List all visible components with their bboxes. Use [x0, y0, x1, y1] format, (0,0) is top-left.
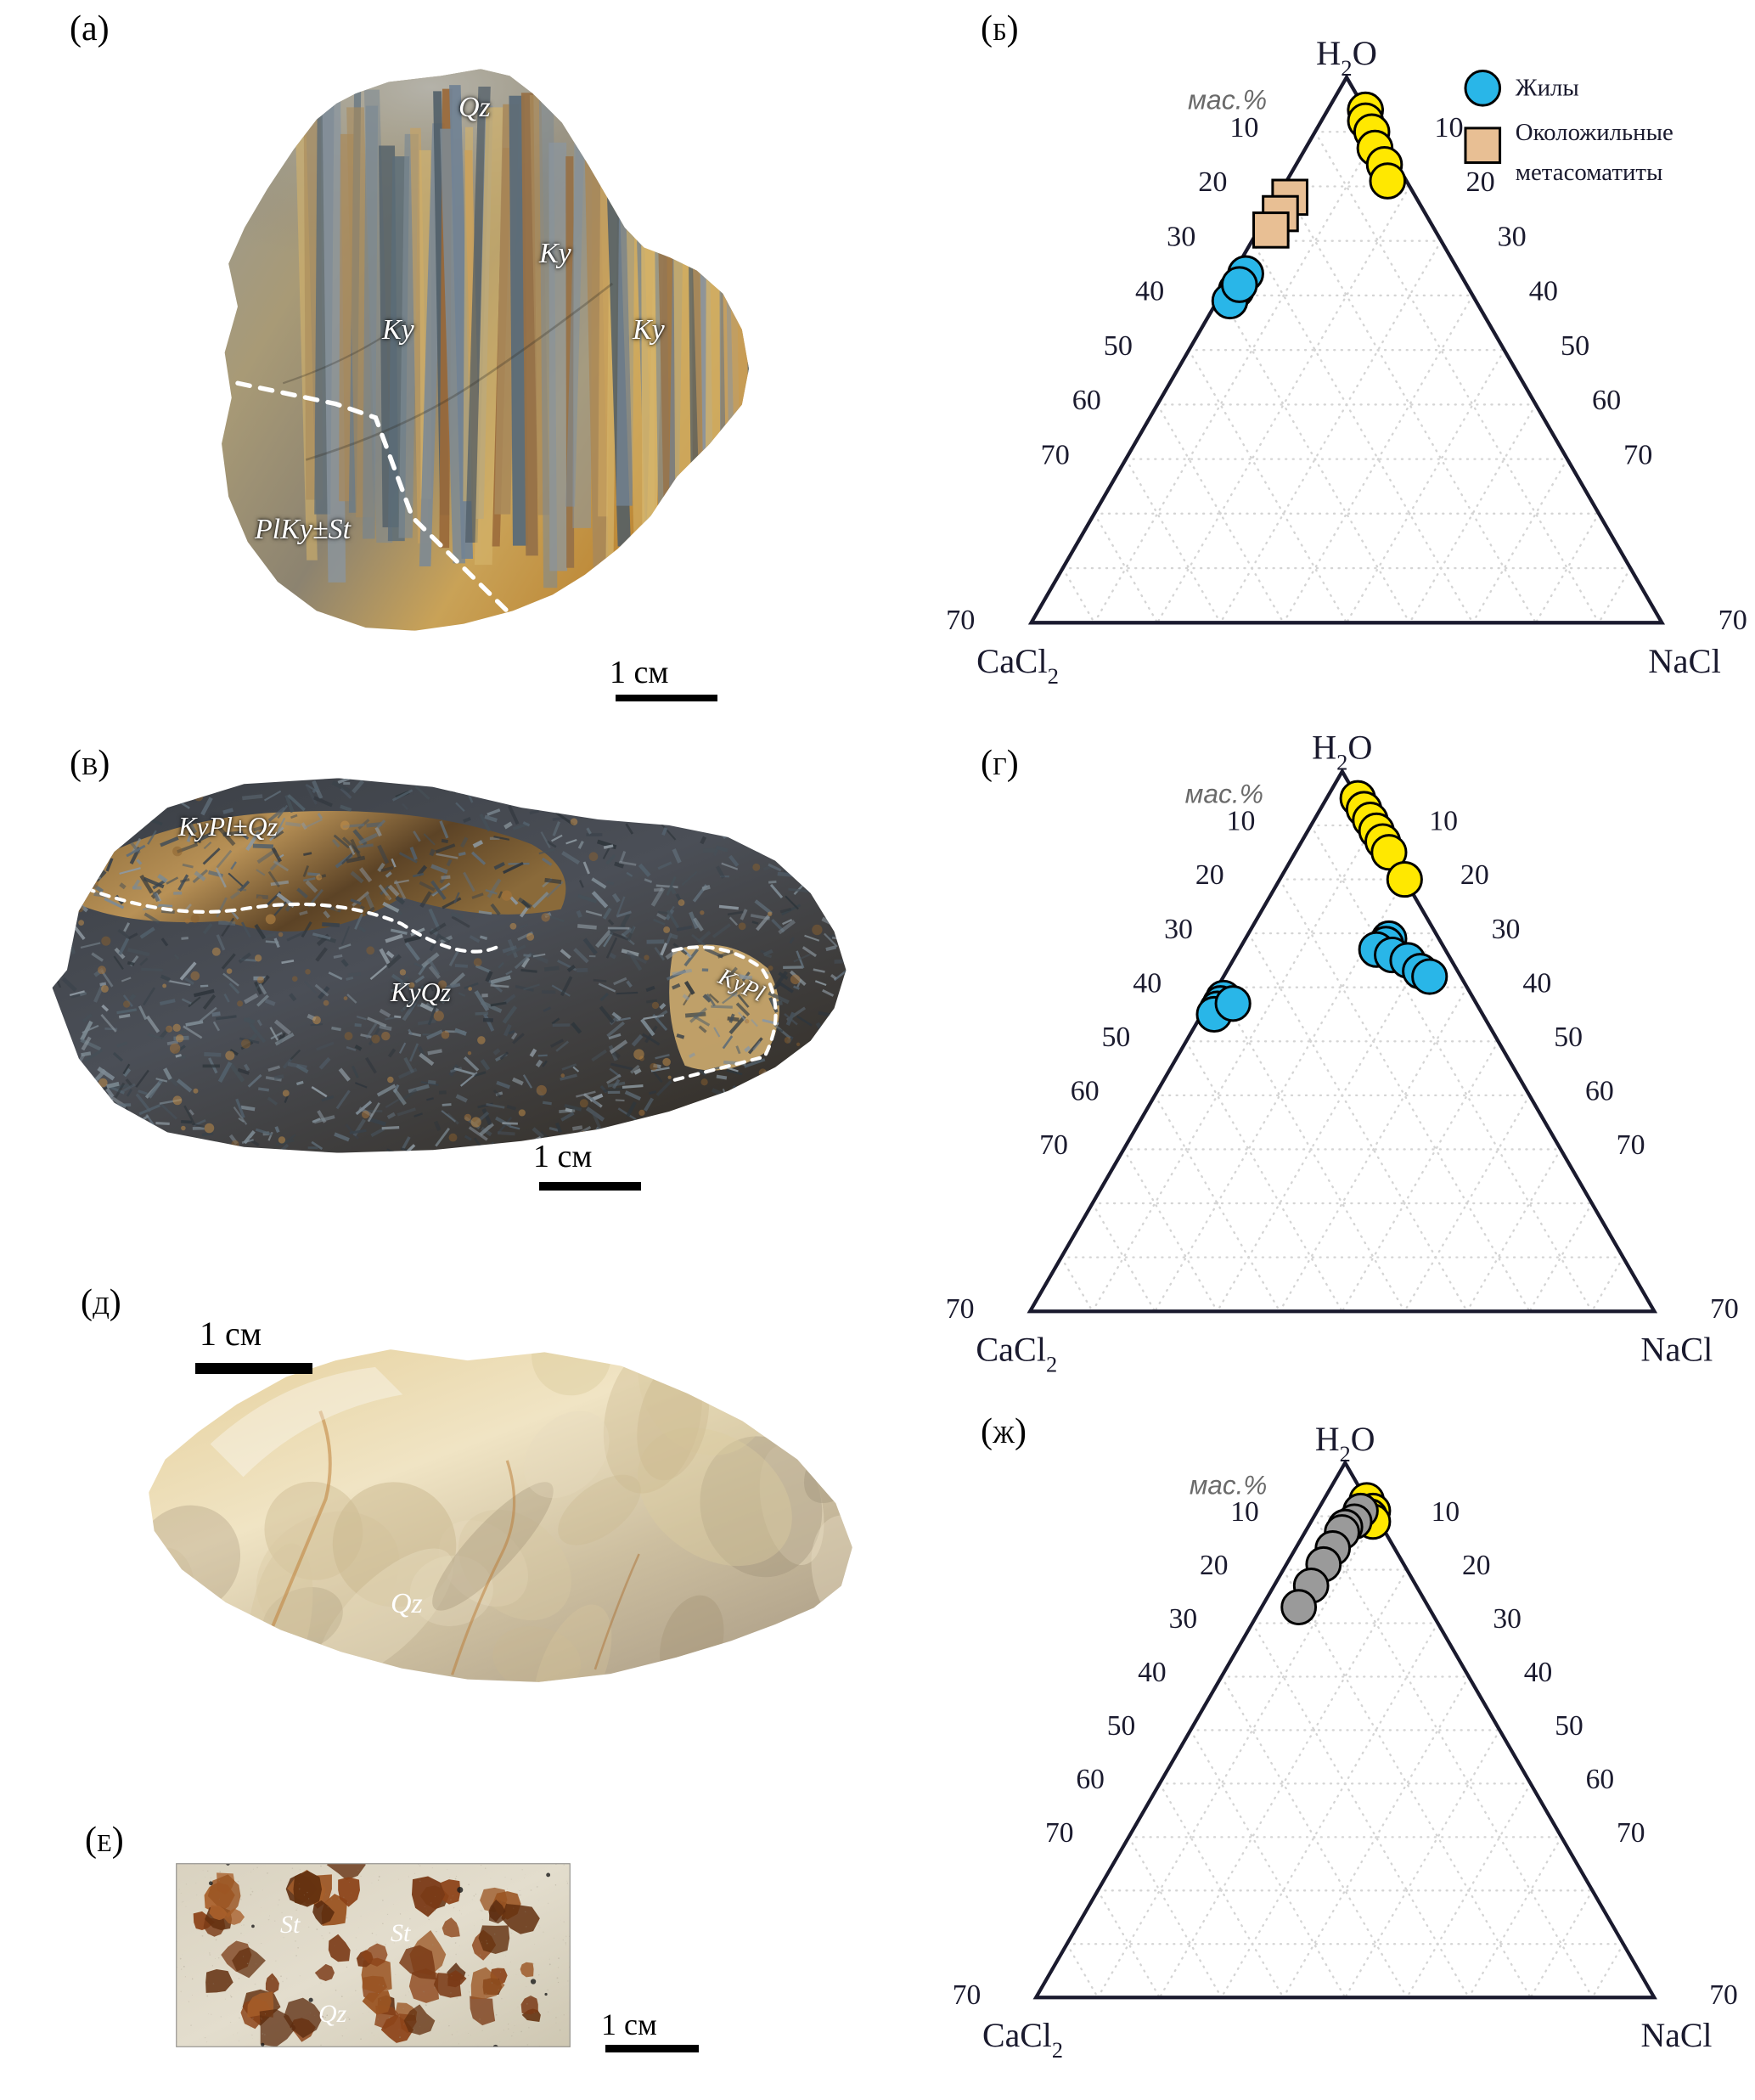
svg-text:10: 10 [1230, 1496, 1259, 1528]
svg-text:50: 50 [1104, 330, 1133, 362]
svg-text:10: 10 [1227, 806, 1256, 837]
svg-text:мас.%: мас.% [1188, 84, 1267, 115]
svg-text:40: 40 [1529, 276, 1558, 307]
svg-text:20: 20 [1198, 166, 1227, 198]
svg-text:70: 70 [1617, 1129, 1645, 1161]
svg-text:60: 60 [1585, 1076, 1614, 1107]
svg-text:20: 20 [1200, 1550, 1229, 1581]
svg-text:30: 30 [1169, 1603, 1198, 1635]
svg-text:10: 10 [1434, 112, 1463, 144]
svg-text:20: 20 [1460, 859, 1489, 891]
svg-text:метасоматиты: метасоматиты [1516, 159, 1663, 186]
svg-text:20: 20 [1466, 166, 1495, 198]
svg-text:50: 50 [1561, 330, 1589, 362]
svg-text:40: 40 [1135, 276, 1164, 307]
svg-text:NaCl: NaCl [1648, 642, 1721, 680]
svg-text:60: 60 [1072, 385, 1101, 416]
svg-text:Жилы: Жилы [1516, 75, 1579, 102]
svg-text:60: 60 [1592, 385, 1621, 416]
svg-text:10: 10 [1429, 806, 1458, 837]
svg-text:мас.%: мас.% [1190, 1470, 1267, 1500]
svg-text:70: 70 [1718, 605, 1747, 636]
svg-text:40: 40 [1138, 1657, 1167, 1688]
svg-text:NaCl: NaCl [1640, 2017, 1712, 2054]
svg-text:50: 50 [1101, 1022, 1130, 1053]
svg-text:70: 70 [946, 605, 975, 636]
svg-text:50: 50 [1555, 1710, 1583, 1742]
svg-text:40: 40 [1133, 967, 1162, 999]
svg-text:60: 60 [1586, 1764, 1615, 1795]
svg-text:50: 50 [1554, 1022, 1583, 1053]
svg-text:30: 30 [1167, 221, 1195, 252]
svg-text:30: 30 [1492, 914, 1521, 945]
svg-text:70: 70 [1710, 1293, 1739, 1325]
svg-text:10: 10 [1432, 1496, 1460, 1528]
svg-text:30: 30 [1498, 221, 1527, 252]
svg-text:Околожильные: Околожильные [1516, 119, 1673, 146]
svg-text:70: 70 [1623, 439, 1652, 470]
svg-text:70: 70 [1709, 1979, 1738, 2011]
svg-text:70: 70 [1039, 1129, 1068, 1161]
svg-text:60: 60 [1071, 1076, 1100, 1107]
svg-text:40: 40 [1524, 1657, 1553, 1688]
svg-text:60: 60 [1076, 1764, 1105, 1795]
svg-text:70: 70 [1045, 1817, 1074, 1849]
svg-text:30: 30 [1493, 1603, 1522, 1635]
svg-text:40: 40 [1522, 967, 1551, 999]
svg-text:70: 70 [953, 1979, 982, 2011]
svg-text:30: 30 [1164, 914, 1193, 945]
svg-text:70: 70 [1617, 1817, 1645, 1849]
svg-text:20: 20 [1195, 859, 1224, 891]
svg-text:10: 10 [1229, 112, 1258, 144]
svg-text:20: 20 [1462, 1550, 1491, 1581]
svg-text:70: 70 [1041, 439, 1070, 470]
svg-text:50: 50 [1107, 1710, 1136, 1742]
svg-text:70: 70 [946, 1293, 975, 1325]
svg-text:мас.%: мас.% [1185, 778, 1263, 808]
svg-text:NaCl: NaCl [1640, 1330, 1713, 1368]
